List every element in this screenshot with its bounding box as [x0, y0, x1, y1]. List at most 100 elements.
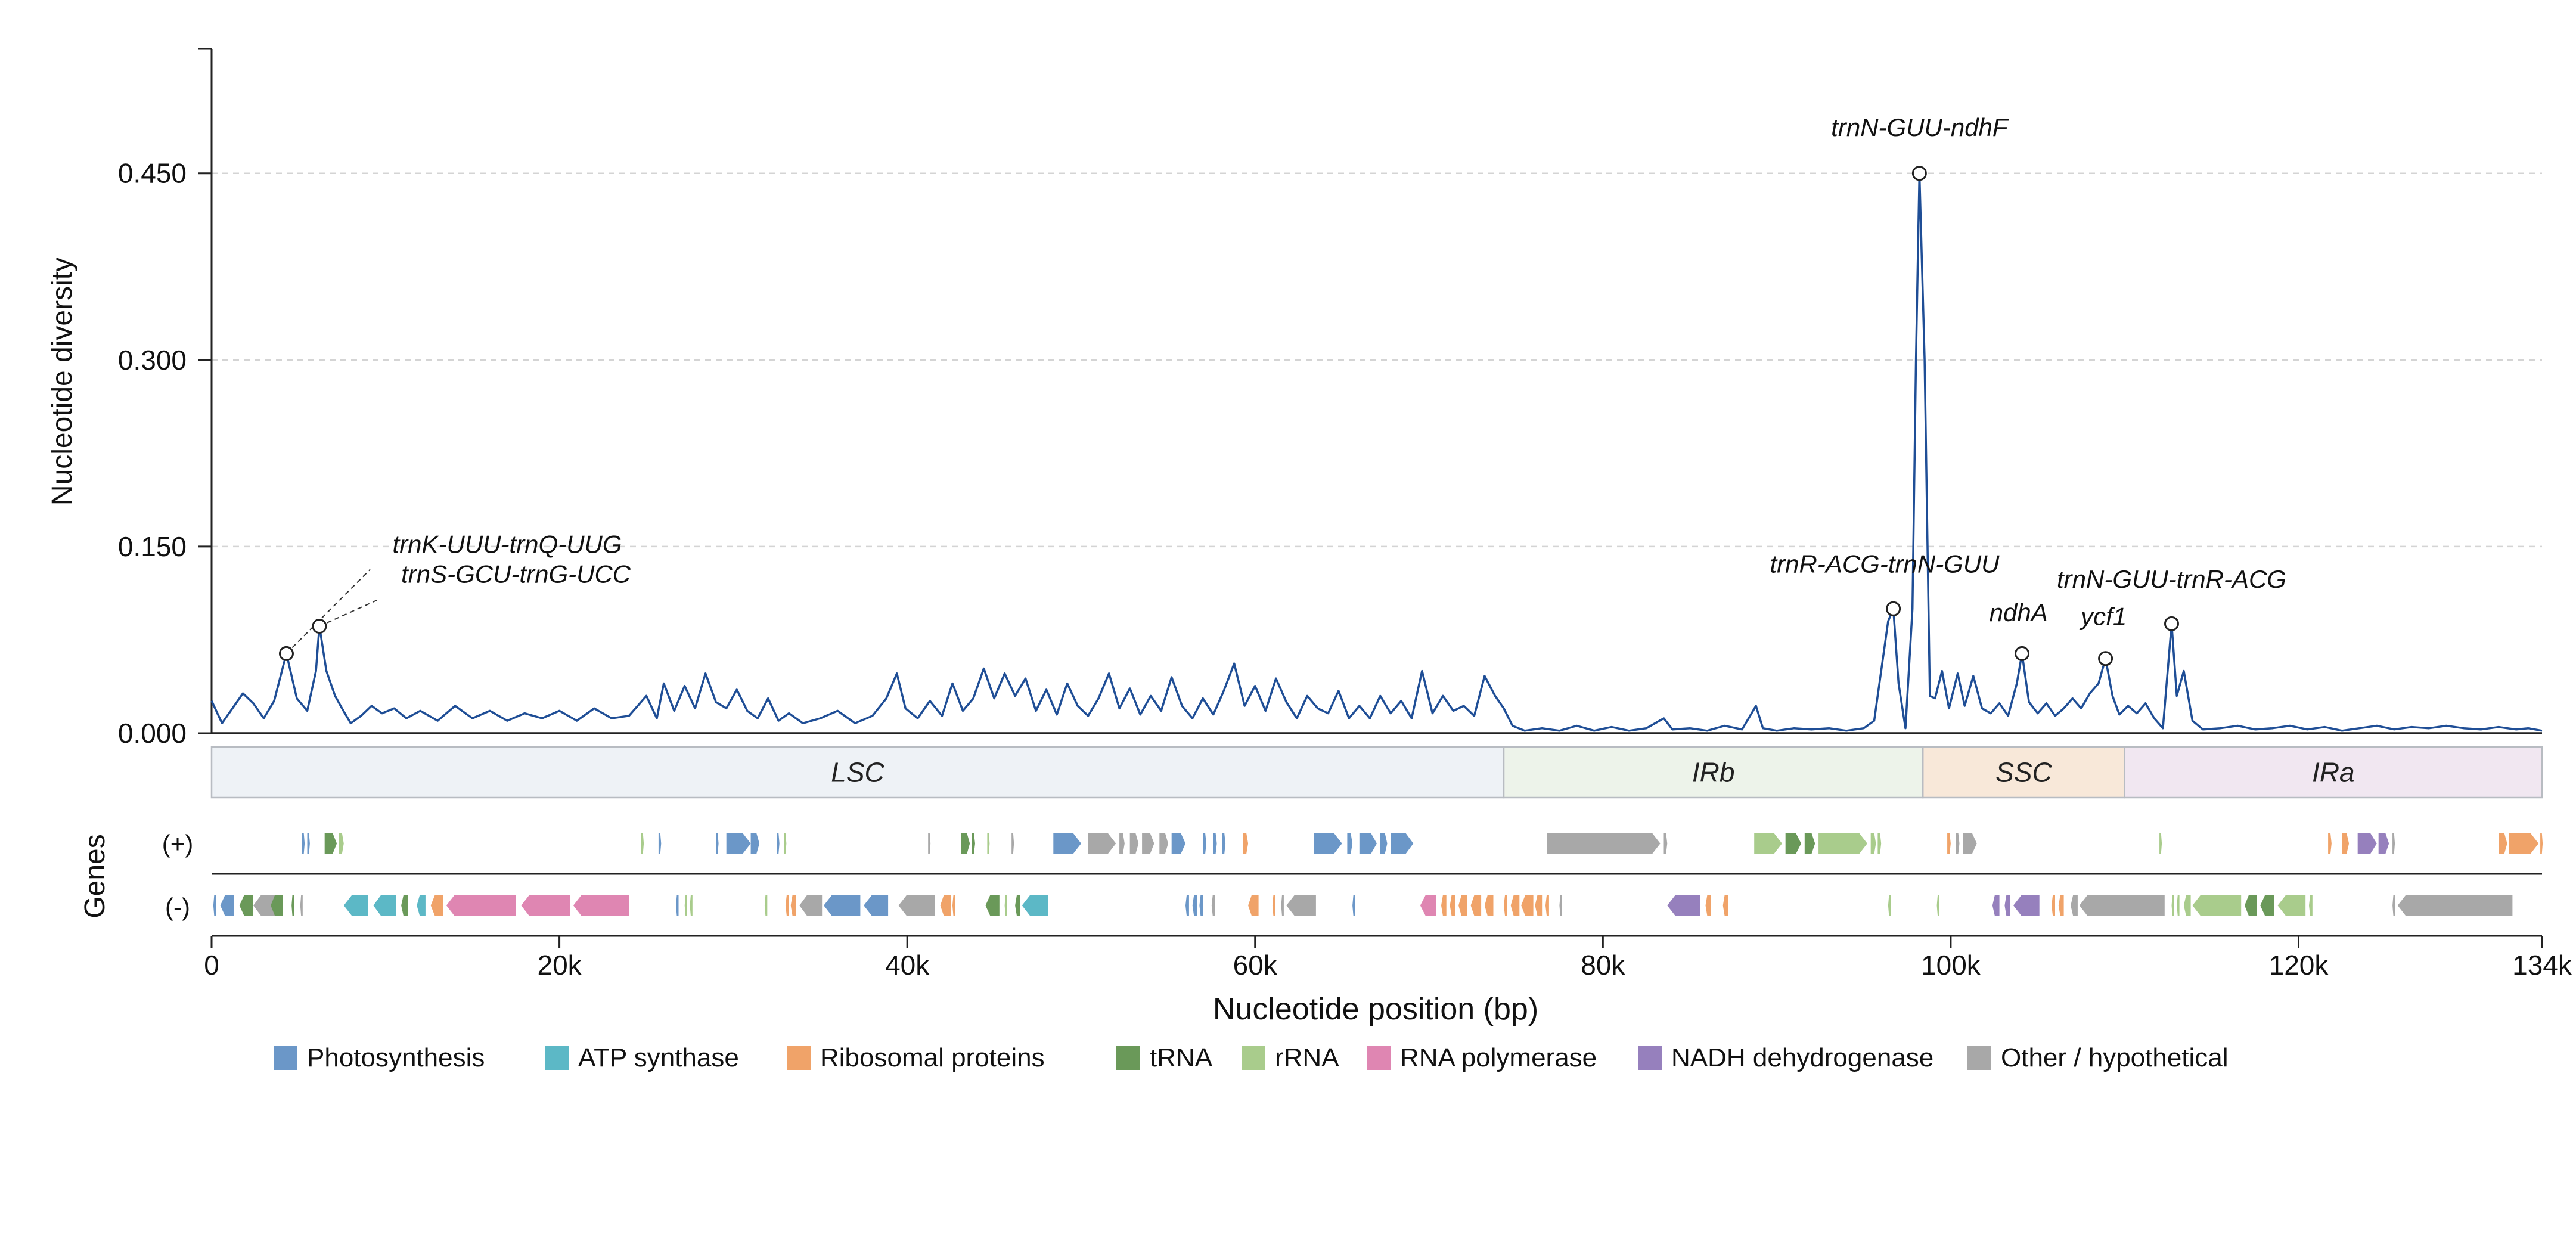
- region-track: LSC IRb SSC IRa: [210, 746, 2543, 799]
- gene-arrow: [1420, 895, 1436, 916]
- gene-arrow: [430, 895, 443, 916]
- gene-arrow: [2397, 895, 2513, 916]
- gene-arrow: [1667, 895, 1700, 916]
- gene-arrow: [417, 895, 426, 916]
- gene-arrow: [339, 833, 344, 854]
- gene-arrow: [1222, 833, 1226, 854]
- peak-leader-line: [319, 598, 380, 627]
- gene-arrow: [271, 895, 283, 916]
- gene-arrow: [726, 833, 751, 854]
- peak-marker: [1911, 166, 1927, 181]
- gene-arrow: [1272, 895, 1275, 916]
- legend-label-rrna: rRNA: [1275, 1043, 1339, 1072]
- gene-arrow: [2245, 895, 2257, 916]
- genes-axis-label: Genes: [79, 834, 111, 918]
- gene-arrow: [213, 895, 216, 916]
- x-axis-label: Nucleotide position (bp): [1213, 992, 1538, 1026]
- gene-arrow: [1359, 833, 1377, 854]
- gene-arrow: [1663, 833, 1668, 854]
- gene-arrow: [1142, 833, 1154, 854]
- gene-arrow: [2260, 895, 2274, 916]
- gene-arrow: [2058, 895, 2064, 916]
- region-label: SSC: [1995, 757, 2052, 788]
- peak-label: trnN-GUU-ndhF: [1831, 113, 2009, 141]
- y-tick-label: 0.150: [118, 531, 187, 562]
- diversity-series: [210, 172, 2543, 732]
- gene-arrow: [764, 895, 768, 916]
- gene-arrow: [2052, 895, 2055, 916]
- legend-label-trna: tRNA: [1150, 1043, 1213, 1072]
- gene-arrow: [864, 895, 889, 916]
- legend-swatch-photo: [274, 1046, 297, 1070]
- gene-arrow: [2499, 833, 2507, 854]
- gene-arrow: [1484, 895, 1494, 916]
- gene-arrow: [785, 895, 789, 916]
- gene-arrow: [784, 833, 787, 854]
- gene-arrow: [1203, 833, 1206, 854]
- peak-label: ndhA: [1990, 598, 2048, 626]
- gene-arrow: [1510, 895, 1520, 916]
- gene-arrow: [2192, 895, 2242, 916]
- y-tick-label: 0.450: [118, 158, 187, 189]
- x-tick-label: 120k: [2269, 950, 2329, 981]
- gene-arrow: [1521, 895, 1534, 916]
- gene-arrow: [1314, 833, 1342, 854]
- gene-arrow: [676, 895, 679, 916]
- gene-arrow: [307, 833, 310, 854]
- region-label: LSC: [831, 757, 884, 788]
- peak-marker: [312, 618, 327, 634]
- gene-arrow: [987, 833, 990, 854]
- gene-track: Genes (+) (-): [79, 830, 2543, 921]
- legend-label-other: Other / hypothetical: [2001, 1043, 2229, 1072]
- gene-arrow: [1877, 833, 1882, 854]
- x-tick-label: 20k: [537, 950, 582, 981]
- gene-arrow: [2342, 833, 2350, 854]
- gene-arrow: [1192, 895, 1197, 916]
- gene-arrow: [573, 895, 629, 916]
- gene-arrow: [1992, 895, 2000, 916]
- gene-arrow: [2277, 895, 2306, 916]
- gene-arrow: [1015, 895, 1020, 916]
- x-tick-label: 60k: [1233, 950, 1278, 981]
- gene-arrow: [898, 895, 935, 916]
- legend-swatch-rnapol: [1367, 1046, 1391, 1070]
- gene-arrow: [2392, 895, 2395, 916]
- gene-arrow: [1213, 833, 1217, 854]
- gene-arrow: [928, 833, 931, 854]
- peak-marker: [1886, 601, 1901, 616]
- legend-swatch-trna: [1116, 1046, 1140, 1070]
- gene-arrow: [1870, 833, 1876, 854]
- legend: Photosynthesis ATP synthase Ribosomal prot…: [274, 1043, 2229, 1072]
- gene-arrow: [1129, 833, 1139, 854]
- legend-swatch-rrna: [1242, 1046, 1265, 1070]
- y-tick-label: 0.000: [118, 718, 187, 749]
- gene-arrow: [1545, 895, 1549, 916]
- x-axis: Nucleotide position (bp) 0 20k 40k 60k 80k 10…: [204, 935, 2572, 1026]
- y-axis-label: Nucleotide diversity: [46, 258, 78, 505]
- gene-arrow: [1450, 895, 1455, 916]
- gene-arrow: [300, 895, 303, 916]
- gene-arrow: [302, 833, 305, 854]
- gene-arrow: [401, 895, 408, 916]
- gene-arrow: [291, 895, 294, 916]
- gene-arrow: [750, 833, 760, 854]
- gene-arrow: [1470, 895, 1482, 916]
- plus-strand-label: (+): [162, 830, 194, 858]
- gene-arrow: [1559, 895, 1562, 916]
- gene-arrow: [1441, 895, 1447, 916]
- gene-arrow: [2357, 833, 2377, 854]
- gene-arrow: [2177, 895, 2180, 916]
- y-tick-label: 0.300: [118, 345, 187, 376]
- gene-arrow: [1053, 833, 1081, 854]
- gene-arrow: [1185, 895, 1189, 916]
- gene-arrow: [2392, 833, 2395, 854]
- region-ira: [2124, 746, 2543, 799]
- gene-arrow: [952, 895, 955, 916]
- grid-lines: [212, 172, 2542, 548]
- gene-arrow: [2013, 895, 2040, 916]
- gene-arrow: [716, 833, 719, 854]
- gene-arrow: [1391, 833, 1414, 854]
- chart-figure: Nucleotide diversity 0.000 0.150 0.300 0.45…: [46, 48, 2572, 1026]
- minus-strand-label: (-): [165, 893, 190, 921]
